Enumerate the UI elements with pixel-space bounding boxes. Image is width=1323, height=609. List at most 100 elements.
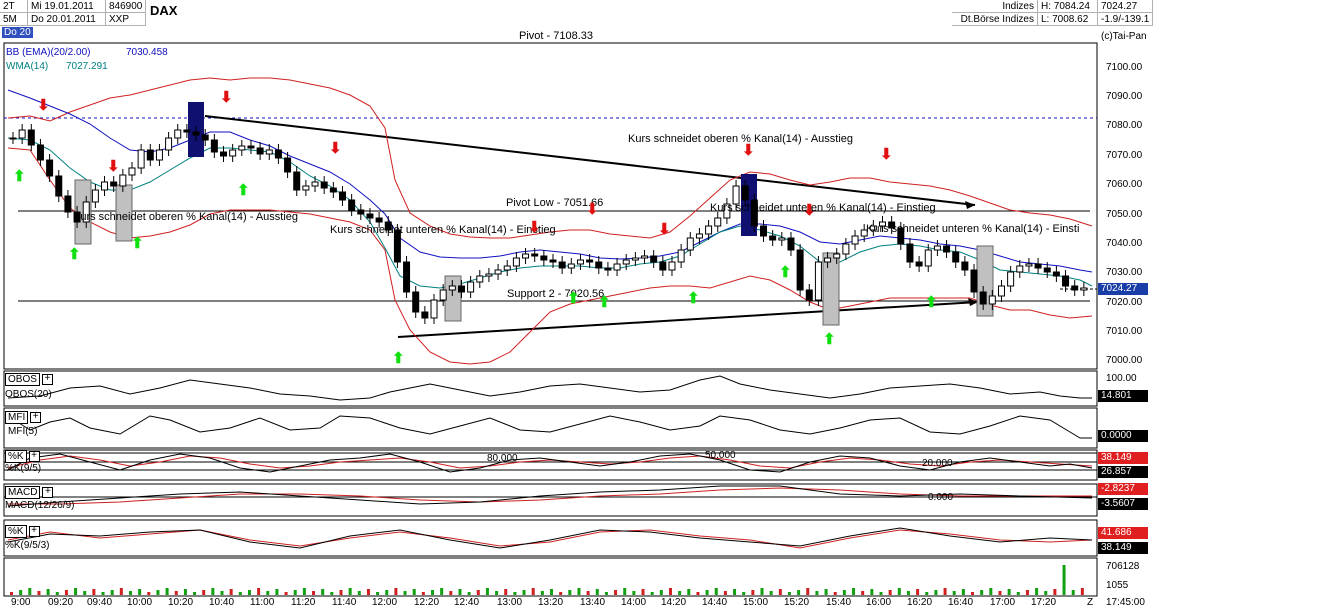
volume-bar xyxy=(897,588,901,595)
bb-label[interactable]: BB (EMA)(20/2.00) xyxy=(6,47,91,58)
period-2[interactable]: 5M xyxy=(0,13,28,26)
candle-body xyxy=(604,267,612,271)
macd-line xyxy=(7,485,1093,507)
volume-bar xyxy=(440,588,444,595)
stoch-tag[interactable]: %K + xyxy=(5,450,40,463)
candle-body xyxy=(595,261,603,269)
volume-bar xyxy=(952,591,956,595)
candle-body xyxy=(778,237,786,241)
sell-arrow-icon: ⬇ xyxy=(107,158,120,175)
volume-bar xyxy=(815,591,819,595)
volume-bar xyxy=(623,588,627,595)
candle-body xyxy=(393,229,401,263)
time-tick: 14:40 xyxy=(702,597,728,608)
candle-body xyxy=(1007,271,1015,287)
candle-body xyxy=(366,213,374,219)
candle-body xyxy=(531,253,539,257)
volume-bar xyxy=(321,589,325,595)
time-z[interactable]: Z xyxy=(1087,597,1094,608)
period-1[interactable]: 2T xyxy=(0,0,28,13)
wma-label[interactable]: WMA(14) xyxy=(6,61,49,72)
volume-bar xyxy=(1016,592,1020,595)
time-tick: 15:20 xyxy=(784,597,810,608)
candle-body xyxy=(1025,263,1033,267)
candle-body xyxy=(338,191,346,201)
add-indicator-button[interactable]: + xyxy=(42,486,54,498)
main-price-panel xyxy=(3,42,1098,370)
volume-bar xyxy=(302,588,306,595)
volume-bar xyxy=(46,589,50,595)
candle-body xyxy=(494,269,502,275)
candle-body xyxy=(1062,275,1070,287)
chart-canvas[interactable] xyxy=(0,26,1100,597)
candle-body xyxy=(485,273,493,277)
last-price: 7024.27 xyxy=(1098,0,1153,13)
volume-bar xyxy=(1035,588,1039,595)
sell-arrow-icon: ⬇ xyxy=(37,97,50,114)
volume-bar xyxy=(943,588,947,595)
mfi-value: 0.0000 xyxy=(1098,430,1148,442)
candle-body xyxy=(576,259,584,265)
candle-body xyxy=(824,257,832,263)
candle-body xyxy=(128,167,136,176)
candle-body xyxy=(878,221,886,227)
add-indicator-button[interactable]: + xyxy=(28,450,40,462)
sell-arrow-icon: ⬇ xyxy=(803,202,816,219)
candle-body xyxy=(155,149,163,161)
volume-bar xyxy=(101,592,105,595)
mfi-panel xyxy=(3,407,1098,449)
obos-tag[interactable]: OBOS + xyxy=(5,373,53,386)
symbol-title: DAX xyxy=(150,3,178,18)
add-indicator-button[interactable]: + xyxy=(28,525,40,537)
volume-bar xyxy=(83,591,87,595)
buy-arrow-icon: ⬆ xyxy=(131,235,144,252)
volume-bar xyxy=(604,592,608,595)
date-2: Do 20.01.2011 xyxy=(28,13,106,26)
price-tick: 7090.00 xyxy=(1106,91,1143,102)
mfi-tag[interactable]: MFI + xyxy=(5,411,42,424)
candle-body xyxy=(55,175,63,197)
candle-body xyxy=(677,249,685,263)
volume-bar xyxy=(266,591,270,595)
volume-bar xyxy=(74,588,78,595)
volume-bar xyxy=(28,588,32,595)
volume-bar xyxy=(705,590,709,595)
volume-bar xyxy=(824,589,828,595)
candle-body xyxy=(695,233,703,239)
time-tick: 12:20 xyxy=(414,597,440,608)
volume-bar xyxy=(1007,589,1011,595)
candle-body xyxy=(430,299,438,319)
candle-body xyxy=(229,149,237,157)
stoch2-tag[interactable]: %K + xyxy=(5,525,40,538)
volume-bar xyxy=(513,592,517,595)
add-indicator-button[interactable]: + xyxy=(41,373,53,385)
volume-bar xyxy=(348,588,352,595)
signal-box-5 xyxy=(444,275,462,322)
candle-body xyxy=(540,255,548,261)
volume-bar xyxy=(229,589,233,595)
stoch-level-50: 50.000 xyxy=(705,450,736,461)
candle-body xyxy=(503,265,511,271)
time-tick: 9:00 xyxy=(11,597,31,608)
buy-arrow-icon: ⬆ xyxy=(237,182,250,199)
candle-body xyxy=(512,257,520,267)
candle-body xyxy=(851,235,859,245)
candle-body xyxy=(869,225,877,231)
sell-arrow-icon: ⬇ xyxy=(742,142,755,159)
candle-body xyxy=(119,174,127,187)
stoch2-signal-line xyxy=(7,529,1093,549)
price-tick: 7000.00 xyxy=(1106,355,1143,366)
candle-body xyxy=(732,185,740,205)
macd-tag[interactable]: MACD + xyxy=(5,486,54,499)
add-indicator-button[interactable]: + xyxy=(30,411,42,423)
category-label: Indizes xyxy=(952,0,1038,13)
time-tick: 13:40 xyxy=(580,597,606,608)
candle-body xyxy=(952,251,960,263)
volume-bar xyxy=(632,591,636,595)
volume-bar xyxy=(961,589,965,595)
volume-bar xyxy=(394,588,398,595)
candle-body xyxy=(668,261,676,271)
volume-bar xyxy=(733,589,737,595)
volume-bar xyxy=(1080,588,1084,595)
candle-body xyxy=(814,261,822,301)
